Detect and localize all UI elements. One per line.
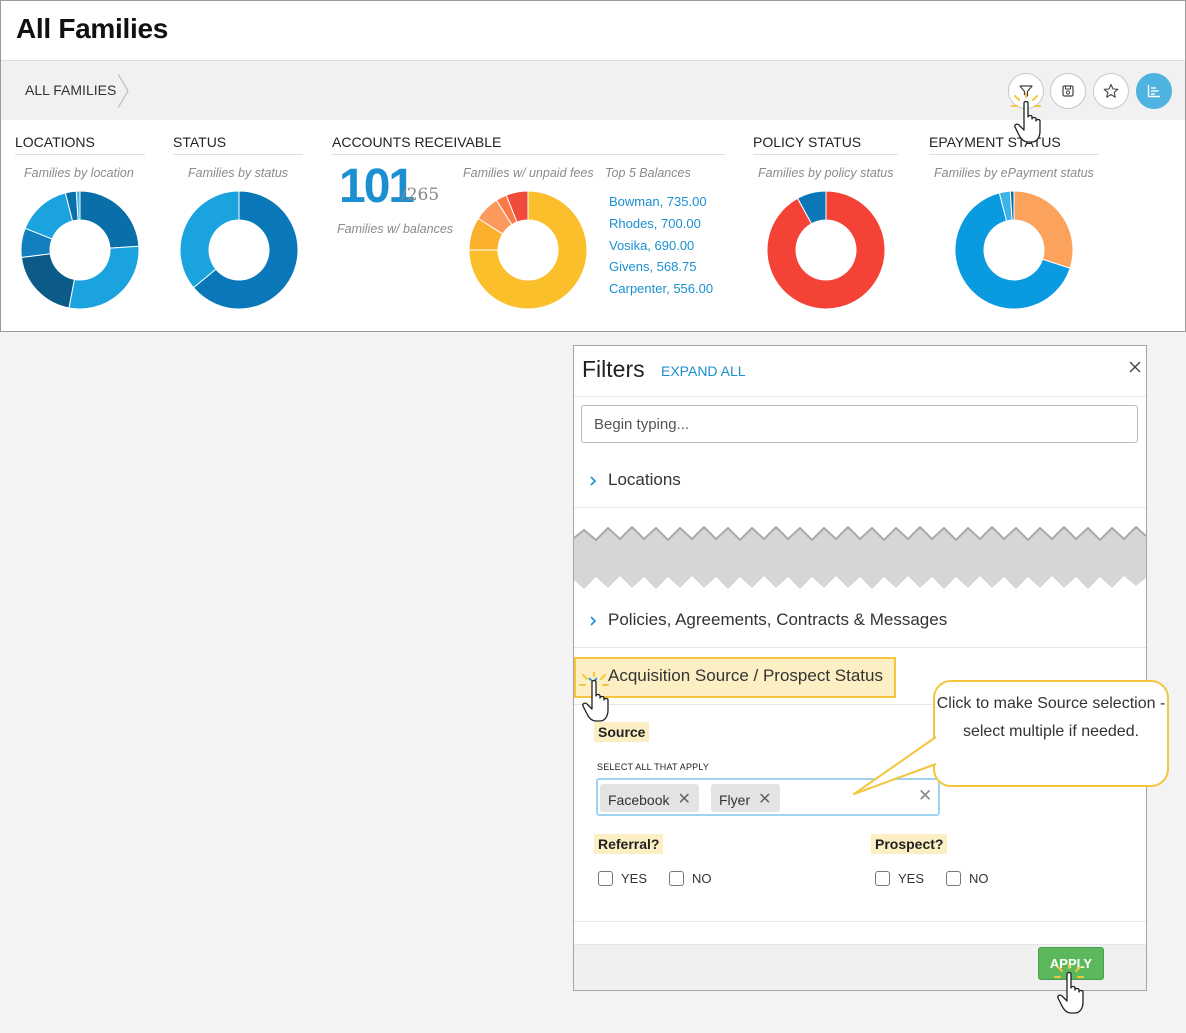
donut-slice[interactable]: [192, 190, 299, 310]
breadcrumb-bar: ALL FAMILIES: [1, 60, 1185, 120]
donut-slice[interactable]: [179, 190, 240, 289]
referral-yes-label: YES: [621, 871, 648, 886]
donut-slice[interactable]: [505, 190, 529, 223]
balances-label: Families w/ balances: [337, 222, 454, 236]
donut-slice[interactable]: [1013, 190, 1074, 269]
dashboard-card: All Families ALL FAMILIES: [0, 0, 1186, 332]
prospect-no-checkbox[interactable]: [946, 871, 961, 886]
policy-status-subtitle: Families by policy status: [758, 166, 894, 180]
remove-chip-icon[interactable]: ✕: [758, 791, 772, 808]
policy-status-title: POLICY STATUS: [753, 134, 898, 155]
donut-slice[interactable]: [79, 190, 140, 249]
accordion-acquisition-source[interactable]: [574, 657, 896, 698]
torn-edge-separator: [574, 525, 1146, 589]
page-title: All Families: [16, 13, 169, 44]
donut-slice[interactable]: [954, 192, 1071, 310]
accounts-receivable-title: ACCOUNTS RECEIVABLE: [332, 134, 725, 155]
tooltip-callout: Click to make Source selection - select …: [933, 680, 1169, 787]
prospect-no-label: NO: [969, 871, 989, 886]
policy-status-donut-chart[interactable]: [766, 190, 886, 310]
expand-all-link[interactable]: EXPAND ALL: [661, 363, 746, 379]
select-all-hint: SELECT ALL THAT APPLY: [597, 762, 710, 772]
top5-balances-list: Bowman, 735.00 Rhodes, 700.00 Vosika, 69…: [609, 194, 713, 303]
epayment-status-subtitle: Families by ePayment status: [934, 166, 1094, 180]
source-chip-facebook: Facebook ✕: [600, 784, 699, 812]
click-cursor-icon: [1011, 93, 1041, 143]
header-divider: [574, 396, 1146, 397]
donut-slice[interactable]: [68, 245, 140, 310]
unpaid-fees-donut-chart[interactable]: [468, 190, 588, 310]
breadcrumb-arrow-icon: [117, 73, 129, 109]
referral-yes-checkbox[interactable]: [598, 871, 613, 886]
filters-panel: Filters EXPAND ALL Locations Policies, A…: [573, 345, 1147, 991]
status-subtitle: Families by status: [188, 166, 289, 180]
source-chip-flyer: Flyer ✕: [711, 784, 780, 812]
accordion-divider: [574, 704, 1146, 705]
balance-link[interactable]: Carpenter, 556.00: [609, 281, 714, 297]
remove-chip-icon[interactable]: ✕: [677, 791, 691, 808]
favorite-button[interactable]: [1093, 73, 1129, 109]
source-label: Source: [594, 722, 650, 742]
locations-section: LOCATIONS: [15, 134, 145, 155]
balance-link[interactable]: Vosika, 690.00: [609, 237, 695, 253]
prospect-yes-label: YES: [898, 871, 925, 886]
save-search-button[interactable]: [1050, 73, 1086, 109]
chevron-right-icon: [590, 476, 597, 486]
chart-icon: [1147, 85, 1160, 98]
click-cursor-icon: [1054, 964, 1084, 1014]
charts-button[interactable]: [1136, 73, 1172, 109]
donut-slice[interactable]: [468, 190, 588, 310]
locations-subtitle: Families by location: [24, 166, 134, 180]
unpaid-fees-label: Families w/ unpaid fees: [463, 166, 594, 180]
donut-slice[interactable]: [1009, 190, 1015, 221]
balance-count: 101: [339, 160, 415, 213]
locations-donut-chart[interactable]: [20, 190, 140, 310]
star-icon: [1103, 83, 1119, 98]
referral-no-label: NO: [692, 871, 712, 886]
referral-label: Referral?: [594, 834, 664, 854]
status-title: STATUS: [173, 134, 303, 155]
accordion-label: Policies, Agreements, Contracts & Messag…: [608, 610, 948, 629]
balance-link[interactable]: Givens, 568.75: [609, 259, 697, 275]
balance-link[interactable]: Rhodes, 700.00: [609, 215, 701, 231]
prospect-label: Prospect?: [871, 834, 948, 854]
family-total: /265: [401, 185, 440, 205]
balance-link[interactable]: Bowman, 735.00: [609, 194, 707, 209]
donut-slice[interactable]: [75, 190, 81, 221]
top5-label: Top 5 Balances: [605, 166, 691, 180]
filter-search-input[interactable]: [581, 405, 1138, 443]
source-multiselect[interactable]: Facebook ✕ Flyer ✕ ✕: [596, 778, 940, 816]
filters-title: Filters: [582, 356, 645, 382]
locations-title: LOCATIONS: [15, 134, 145, 155]
referral-no-checkbox[interactable]: [669, 871, 684, 886]
accordion-locations[interactable]: Locations: [574, 454, 1146, 508]
status-donut-chart[interactable]: [179, 190, 299, 310]
policy-status-section: POLICY STATUS: [753, 134, 898, 155]
donut-slice[interactable]: [766, 190, 886, 310]
section-divider: [574, 921, 1146, 922]
accordion-policies[interactable]: Policies, Agreements, Contracts & Messag…: [574, 594, 1146, 648]
click-cursor-icon: [579, 672, 609, 722]
accordion-label: Locations: [608, 470, 681, 489]
donut-slice[interactable]: [20, 253, 75, 309]
status-section: STATUS: [173, 134, 303, 155]
prospect-yes-checkbox[interactable]: [875, 871, 890, 886]
save-search-icon: [1062, 85, 1074, 97]
chevron-right-icon: [590, 616, 597, 626]
accounts-receivable-section: ACCOUNTS RECEIVABLE: [332, 134, 725, 155]
breadcrumb[interactable]: ALL FAMILIES: [25, 82, 117, 98]
donut-slice[interactable]: [796, 190, 827, 225]
close-icon[interactable]: [1129, 361, 1141, 373]
epayment-status-donut-chart[interactable]: [954, 190, 1074, 310]
clear-selection-icon[interactable]: ✕: [918, 786, 933, 805]
accordion-label: Acquisition Source / Prospect Status: [608, 666, 883, 685]
filter-icon: [1019, 85, 1033, 97]
